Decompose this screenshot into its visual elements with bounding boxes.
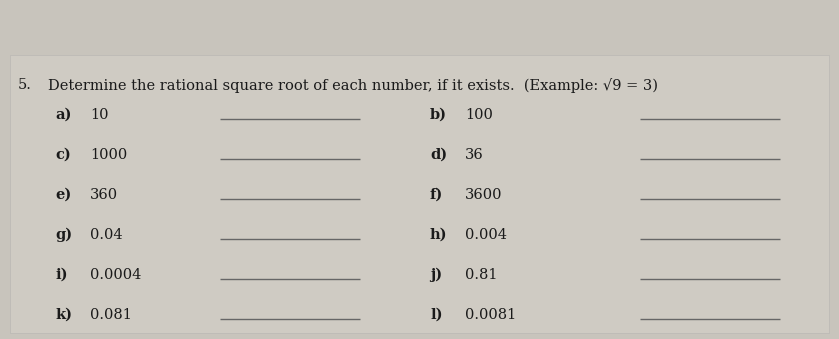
Text: 3600: 3600 <box>465 188 503 202</box>
Text: 36: 36 <box>465 148 484 162</box>
Text: 360: 360 <box>90 188 118 202</box>
Text: 0.0004: 0.0004 <box>90 268 142 282</box>
Text: g): g) <box>55 228 72 242</box>
Text: 0.081: 0.081 <box>90 308 132 322</box>
Text: f): f) <box>430 188 443 202</box>
Text: Determine the rational square root of each number, if it exists.  (Example: √9 =: Determine the rational square root of ea… <box>48 78 658 93</box>
Text: d): d) <box>430 148 447 162</box>
Text: 10: 10 <box>90 108 108 122</box>
Text: 0.004: 0.004 <box>465 228 507 242</box>
Text: c): c) <box>55 148 70 162</box>
Text: a): a) <box>55 108 71 122</box>
Text: j): j) <box>430 268 442 282</box>
Text: b): b) <box>430 108 447 122</box>
Text: 100: 100 <box>465 108 492 122</box>
Text: 0.04: 0.04 <box>90 228 122 242</box>
Text: l): l) <box>430 308 442 322</box>
Text: i): i) <box>55 268 67 282</box>
Text: h): h) <box>430 228 447 242</box>
Text: 5.: 5. <box>18 78 32 92</box>
Text: k): k) <box>55 308 72 322</box>
Text: e): e) <box>55 188 71 202</box>
Text: 0.81: 0.81 <box>465 268 498 282</box>
Text: 1000: 1000 <box>90 148 128 162</box>
Text: 0.0081: 0.0081 <box>465 308 516 322</box>
Bar <box>10 55 829 333</box>
